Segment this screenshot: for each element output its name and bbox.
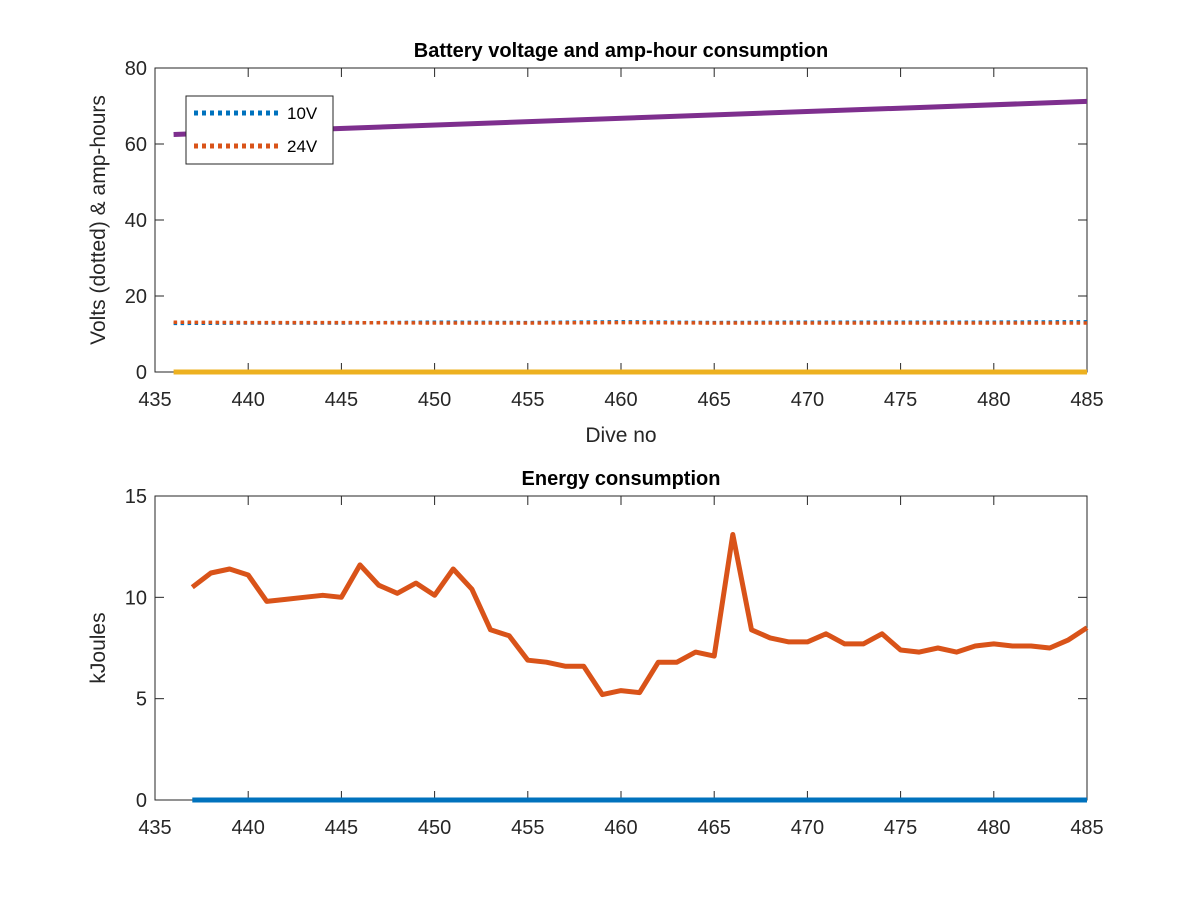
x-tick-label: 450 <box>418 389 451 411</box>
x-tick-label: 455 <box>511 817 544 839</box>
voltage-x-axis-label: Dive no <box>585 424 656 447</box>
x-tick-label: 460 <box>604 817 637 839</box>
y-tick-label: 15 <box>125 486 147 508</box>
voltage-legend: 10V 24V <box>185 95 334 165</box>
y-tick-label: 60 <box>125 134 147 156</box>
energy-y-axis-label: kJoules <box>87 612 110 683</box>
series-line-24v <box>173 320 1087 325</box>
legend-label-24v: 24V <box>287 137 318 156</box>
legend-box <box>185 95 334 165</box>
energy-chart: 435 440 445 450 455 460 465 470 475 480 485051015 … <box>87 468 1104 839</box>
x-tick-label: 465 <box>698 817 731 839</box>
voltage-y-axis-label: Volts (dotted) & amp-hours <box>87 95 110 345</box>
x-tick-label: 435 <box>138 389 171 411</box>
x-tick-label: 465 <box>698 389 731 411</box>
y-tick-label: 0 <box>136 790 147 812</box>
voltage-chart-title: Battery voltage and amp-hour consumption <box>414 40 828 62</box>
voltage-chart: 435 440 445 450 455 460 465 470 475 480 485 0 20 40 60… <box>87 40 1104 447</box>
x-tick-label: 435 <box>138 817 171 839</box>
x-tick-label: 445 <box>325 389 358 411</box>
y-tick-label: 0 <box>136 362 147 384</box>
x-tick-label: 475 <box>884 817 917 839</box>
y-tick-label: 40 <box>125 210 147 232</box>
x-tick-label: 440 <box>232 817 265 839</box>
x-tick-label: 440 <box>232 389 265 411</box>
x-tick-label: 470 <box>791 817 824 839</box>
series-line-0 <box>190 532 1089 698</box>
x-tick-label: 480 <box>977 817 1010 839</box>
y-tick-label: 20 <box>125 286 147 308</box>
x-tick-label: 480 <box>977 389 1010 411</box>
x-tick-label: 485 <box>1070 389 1103 411</box>
x-tick-label: 450 <box>418 817 451 839</box>
y-tick-label: 10 <box>125 587 147 609</box>
x-tick-label: 445 <box>325 817 358 839</box>
legend-label-10v: 10V <box>287 104 318 123</box>
x-tick-label: 475 <box>884 389 917 411</box>
x-tick-label: 455 <box>511 389 544 411</box>
y-tick-label: 80 <box>125 58 147 80</box>
energy-series <box>190 532 1089 803</box>
x-tick-label: 460 <box>604 389 637 411</box>
energy-chart-title: Energy consumption <box>522 468 721 490</box>
voltage-axis-ticks: 435 440 445 450 455 460 465 470 475 480 485 0 20 40 60… <box>125 58 1104 411</box>
x-tick-label: 470 <box>791 389 824 411</box>
y-tick-label: 5 <box>136 689 147 711</box>
x-tick-label: 485 <box>1070 817 1103 839</box>
energy-axis-ticks: 435 440 445 450 455 460 465 470 475 480 485 0 5 10 15 <box>125 486 1104 839</box>
